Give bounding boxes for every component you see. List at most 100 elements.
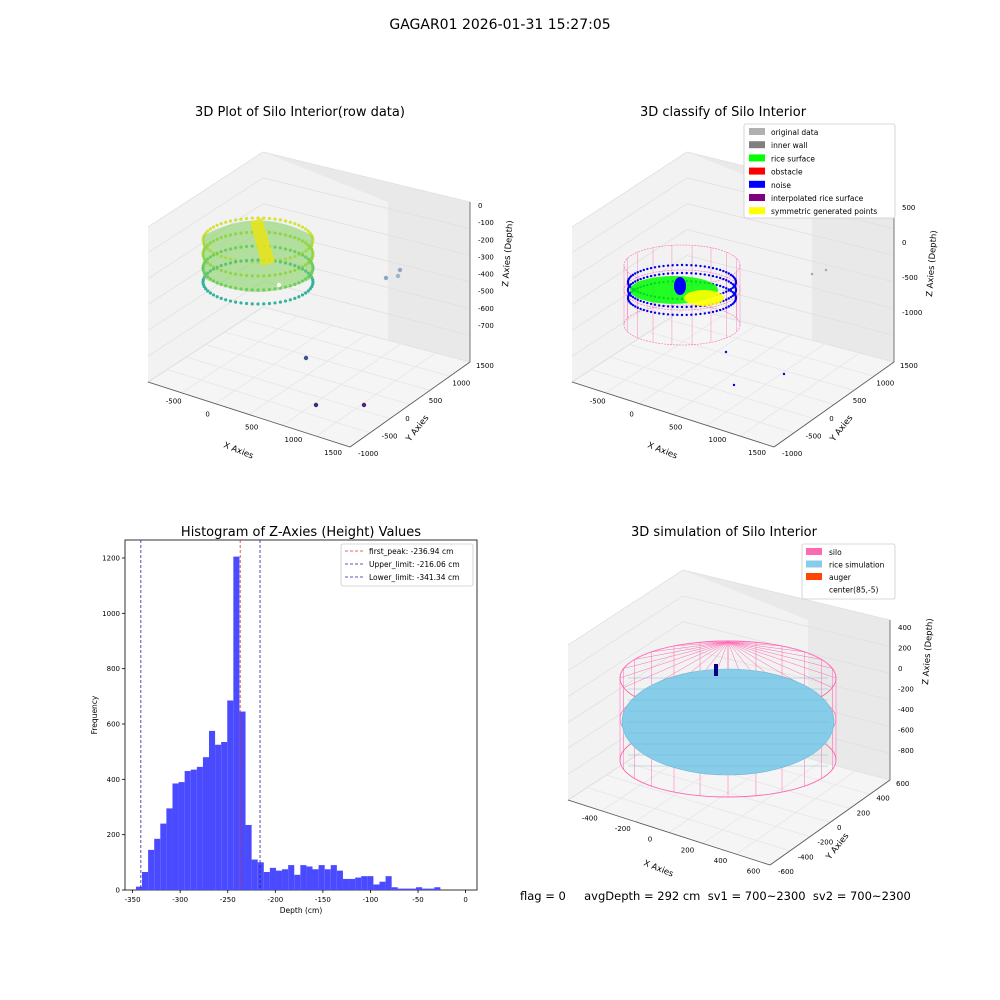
- histogram-bar: [239, 711, 246, 890]
- grid-line: [682, 595, 891, 648]
- noise-point: [694, 313, 698, 316]
- noise-point: [657, 273, 661, 276]
- z-tick-label: -600: [478, 305, 494, 313]
- noise-point: [649, 310, 653, 314]
- noise-point: [715, 275, 718, 279]
- noise-point: [649, 302, 653, 306]
- y-tick-label: 600: [107, 720, 120, 728]
- z-tick-label: -500: [478, 288, 494, 296]
- raw-point: [215, 295, 219, 299]
- noise-point: [729, 303, 733, 307]
- raw-point: [224, 298, 228, 302]
- noise-point: [642, 276, 646, 280]
- y-tick-label: -1000: [782, 450, 802, 458]
- y-tick-label: 500: [853, 397, 866, 405]
- grid-line: [262, 280, 471, 336]
- x-tick-label: 1000: [285, 436, 303, 444]
- noise-point: [711, 266, 715, 270]
- raw-point: [208, 227, 212, 231]
- raw-point: [304, 227, 308, 231]
- histogram-bar: [403, 888, 410, 890]
- raw-point: [267, 301, 272, 306]
- noise-point: [711, 310, 715, 314]
- grid-line: [567, 569, 684, 646]
- x-tick-label: 500: [669, 423, 682, 431]
- y-tick-label: -200: [817, 839, 833, 847]
- y-tick-label: 1500: [476, 362, 494, 370]
- histogram-bar: [178, 782, 185, 890]
- y-tick-label: 0: [837, 824, 841, 832]
- noise-point: [631, 273, 635, 277]
- y-tick-label: 600: [896, 780, 909, 788]
- noise-point: [727, 288, 730, 291]
- histogram-bar: [233, 556, 240, 890]
- y-axis-line: [773, 361, 895, 448]
- grid-line: [686, 280, 895, 336]
- raw-point: [211, 293, 216, 297]
- noise-point: [722, 269, 725, 273]
- histogram-bar: [367, 876, 374, 890]
- histogram-bar: [373, 884, 380, 890]
- x-tick-label: 0: [463, 896, 467, 904]
- noise-point: [680, 305, 684, 309]
- grid-line: [571, 203, 688, 280]
- chart-3-legend: [340, 543, 474, 587]
- noise-point: [649, 274, 653, 278]
- noise-point: [646, 309, 649, 313]
- x-tick-label: 0: [205, 410, 209, 418]
- noise-point: [727, 297, 730, 300]
- histogram-bar: [361, 876, 368, 890]
- x-tick-label: 0: [629, 410, 633, 418]
- noise-point: [646, 275, 649, 279]
- histogram-bar: [251, 859, 258, 890]
- y-axis-line: [769, 779, 891, 866]
- noise-point: [636, 271, 639, 274]
- silo-roof-rib: [673, 641, 729, 647]
- raw-point: [204, 231, 208, 235]
- silo-roof-rib: [727, 641, 833, 688]
- noise-point: [657, 304, 661, 307]
- noise-point: [731, 286, 734, 290]
- raw-point: [234, 218, 238, 222]
- noise-point: [666, 272, 670, 275]
- y-tick-label: 500: [429, 397, 442, 405]
- legend-label: symmetric generated points: [771, 207, 877, 216]
- noise-point: [729, 273, 733, 277]
- histogram-bar: [422, 888, 429, 890]
- noise-point: [666, 305, 670, 308]
- histogram-bar: [294, 874, 301, 890]
- legend-swatch: [749, 154, 765, 162]
- y-tick-label: -500: [806, 432, 822, 440]
- histogram-bar: [269, 867, 276, 890]
- y-tick-label: 1500: [900, 362, 918, 370]
- x-axis-label: X Axies: [642, 859, 675, 880]
- noise-point: [727, 305, 730, 308]
- z-axis-label: Z Axies (Depth): [501, 220, 516, 287]
- raw-point: [300, 293, 305, 297]
- grid-line: [571, 229, 688, 305]
- raw-point: [278, 218, 282, 222]
- raw-point: [288, 220, 292, 224]
- noise-point: [653, 274, 657, 277]
- legend-label: interpolated rice surface: [771, 194, 864, 203]
- noise-point: [694, 305, 698, 308]
- y-tick-label: 0: [405, 415, 409, 423]
- histogram-bar: [324, 869, 331, 890]
- silo-roof-rib: [623, 641, 729, 669]
- symmetric-points-area: [684, 290, 724, 306]
- raw-point: [293, 296, 297, 300]
- grid-line: [147, 151, 264, 228]
- grid-line: [682, 621, 891, 674]
- legend-label: rice simulation: [829, 561, 885, 570]
- grid-line: [682, 569, 891, 621]
- status-line: flag = 0 avgDepth = 292 cm sv1 = 700~230…: [520, 889, 911, 903]
- noise-point: [636, 279, 639, 282]
- noise-point: [699, 312, 702, 316]
- x-tick-label: 0: [648, 836, 652, 844]
- legend-label: auger: [829, 573, 852, 582]
- back-pane-right: [263, 152, 470, 362]
- grid-line: [571, 306, 688, 383]
- histogram-bar: [142, 872, 149, 890]
- raw-point: [283, 299, 288, 303]
